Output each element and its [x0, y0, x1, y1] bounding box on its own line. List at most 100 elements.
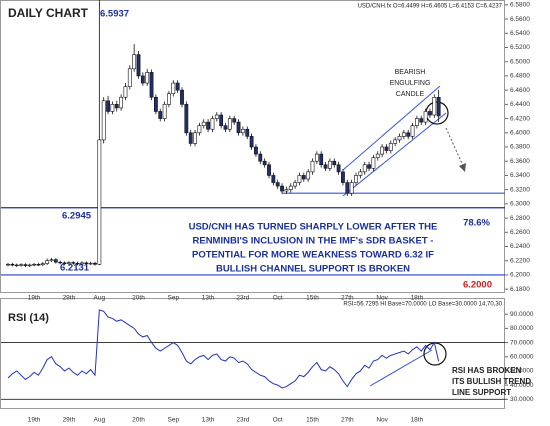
x-tick-label: 23rd — [236, 417, 249, 424]
candle-body — [310, 160, 315, 173]
projection-arrow — [445, 127, 465, 169]
rsi-header: RSI=56.7295 HI Base=70.0000 LO Base=30.0… — [343, 302, 502, 308]
candle-body — [23, 264, 28, 267]
candle-body — [175, 82, 180, 91]
candle-body — [6, 263, 10, 266]
candle-body — [167, 93, 171, 105]
x-tick-label: 18th — [411, 295, 424, 302]
x-tick-label: 15th — [306, 295, 319, 302]
candle-body — [106, 100, 110, 112]
rsi-title: RSI (14) — [8, 312, 49, 324]
candle-body — [245, 128, 250, 137]
candle-body — [32, 263, 37, 266]
candle-body — [241, 128, 245, 134]
candle-body — [388, 143, 393, 151]
candle-body — [136, 54, 141, 77]
x-tick-label: Nov — [376, 417, 388, 424]
candle-body — [354, 175, 358, 183]
candle-body — [53, 259, 58, 263]
candle-body — [180, 89, 184, 105]
candle-body — [184, 104, 189, 134]
candle-body — [332, 160, 337, 166]
candle-body — [219, 114, 224, 126]
candle-body — [10, 263, 15, 266]
candle-body — [123, 86, 128, 98]
candle-body — [101, 100, 106, 141]
y-tick-label: 6.3200 — [510, 186, 530, 193]
candle-body — [423, 111, 428, 123]
candle-body — [132, 54, 137, 70]
candle-body — [280, 185, 284, 192]
candle-body — [154, 96, 158, 112]
candle-body — [341, 171, 345, 183]
candle-body — [293, 182, 298, 187]
candle-body — [306, 171, 311, 180]
y-tick-label: 6.5400 — [510, 30, 530, 37]
candle-body — [162, 104, 167, 119]
candle-body — [267, 164, 271, 176]
y-tick-label: 6.3800 — [510, 144, 530, 151]
x-tick-label: 19th — [28, 417, 41, 424]
x-tick-label: 18th — [411, 417, 424, 424]
candle-body — [214, 114, 219, 119]
candle-body — [97, 139, 102, 265]
annotation: RENMINBI'S INCLUSION IN THE IMF's SDR BA… — [193, 236, 434, 247]
candle-body — [36, 263, 41, 266]
annotation: USD/CNH HAS TURNED SHARPLY LOWER AFTER T… — [189, 222, 438, 233]
candle-body — [171, 82, 176, 94]
y-tick-label: 6.5200 — [510, 44, 530, 51]
candle-body — [110, 104, 115, 112]
candle-body — [236, 121, 241, 134]
candle-body — [375, 153, 380, 158]
y-tick-label: 70.0000 — [510, 339, 534, 346]
rsi-line — [7, 309, 440, 389]
y-tick-label: 6.4200 — [510, 115, 530, 122]
y-tick-label: 6.4600 — [510, 87, 530, 94]
low-label: 6.2131 — [60, 263, 90, 274]
candle-body — [140, 75, 145, 84]
rsi-trendline — [369, 349, 433, 387]
candle-body — [436, 97, 441, 117]
candle-body — [84, 262, 89, 264]
y-tick-label: 6.2000 — [510, 272, 530, 279]
candle-body — [401, 132, 406, 137]
y-tick-label: 30.0000 — [510, 396, 534, 403]
candle-body — [201, 121, 206, 126]
rsi-annotation: LINE SUPPORT — [452, 388, 511, 397]
candle-body — [27, 264, 32, 267]
y-tick-label: 90.0000 — [510, 311, 534, 318]
y-tick-label: 6.4800 — [510, 73, 530, 80]
y-tick-label: 6.3000 — [510, 201, 530, 208]
candle-body — [367, 164, 371, 169]
y-tick-label: 6.2600 — [510, 229, 530, 236]
candle-body — [297, 175, 302, 183]
x-tick-label: Sep — [168, 417, 180, 424]
rsi-panel — [0, 298, 505, 409]
candle-body — [114, 104, 119, 109]
candle-body — [193, 132, 197, 144]
candle-body — [327, 160, 332, 169]
candle-body — [349, 182, 354, 194]
x-tick-label: Oct — [273, 295, 283, 302]
channel-upper — [342, 85, 441, 171]
candle-body — [227, 118, 232, 130]
candle-body — [119, 96, 124, 109]
candle-body — [271, 175, 276, 183]
candle-body — [197, 125, 202, 134]
candle-body — [428, 111, 432, 116]
x-tick-label: 19th — [28, 295, 41, 302]
main-panel — [0, 0, 505, 293]
candle-body — [145, 72, 150, 84]
arrow-head — [459, 163, 466, 172]
x-tick-label: Oct — [273, 417, 283, 424]
x-tick-label: Aug — [94, 417, 106, 424]
x-tick-label: 29th — [63, 417, 76, 424]
candle-body — [319, 153, 324, 166]
x-tick-label: 20th — [132, 417, 145, 424]
y-tick-label: 6.2200 — [510, 257, 530, 264]
candle-body — [410, 125, 415, 137]
candle-body — [362, 164, 367, 173]
candle-body — [62, 262, 67, 264]
